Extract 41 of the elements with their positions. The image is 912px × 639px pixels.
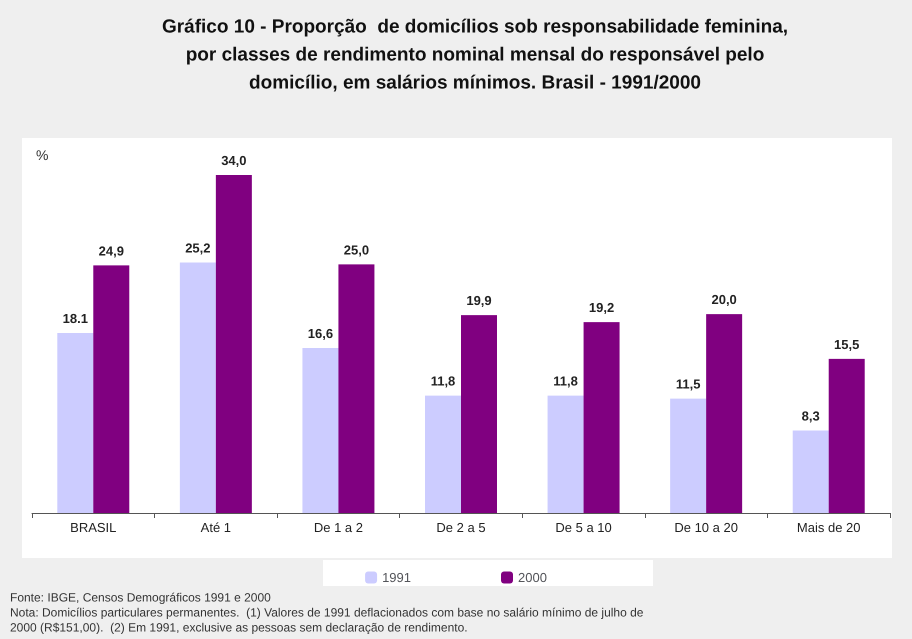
bar: [706, 314, 742, 513]
x-tick-label: Mais de 20: [796, 520, 861, 535]
data-label: 20,0: [711, 292, 737, 308]
data-label: 19,9: [466, 293, 492, 308]
bar: [93, 265, 130, 513]
x-tick-label: De 2 a 5: [436, 520, 486, 535]
bar: [180, 262, 216, 513]
data-label: 11,5: [676, 376, 700, 392]
x-tick-label: Até 1: [200, 520, 232, 535]
data-label: 15,5: [834, 336, 860, 352]
data-label: 16,6: [308, 326, 334, 341]
source-note: Fonte: IBGE, Censos Demográficos 1991 e 2000: [10, 590, 272, 604]
bar: [57, 333, 94, 513]
data-label: 11,8: [553, 374, 578, 389]
bar: [828, 358, 865, 513]
bar: [302, 348, 338, 513]
bar: [461, 315, 497, 513]
legend-label: 2000: [518, 570, 547, 585]
data-label: 8,3: [802, 408, 820, 424]
data-label: 25,0: [344, 242, 370, 258]
data-label: 34,0: [221, 152, 247, 168]
data-label: 19,2: [588, 300, 614, 316]
x-tick-label: De 10 a 20: [674, 520, 738, 535]
data-label: 24,9: [98, 243, 124, 258]
y-axis-title: %: [36, 147, 48, 163]
bar: [584, 322, 620, 513]
data-label: 25,2: [185, 240, 211, 256]
data-label: 11,8: [430, 374, 456, 389]
legend-label: 1991: [382, 570, 411, 585]
data-label: 18.1: [62, 311, 88, 326]
bar: [216, 174, 252, 513]
bar: [425, 396, 461, 513]
chart-title: Gráfico 10 - Proporção de domicílios sob responsabilidade feminina, por classes de rendimento nominal mensal do responsável pelo domicílio, em salários mínimos. Brasil - 1991/2000: [162, 16, 788, 94]
bar: [338, 264, 374, 513]
bar: [548, 396, 584, 513]
x-tick-label: De 5 a 10: [555, 520, 612, 535]
x-tick-label: BRASIL: [70, 520, 116, 535]
text: Nota: Domicílios particulares permanentes. (1) Valores de 1991 deflacionados com base no salário mínimo de julho de 2000 (R$151,00). (2) Em 1991, exclusive as pessoas sem declaração de rendimento.: [10, 606, 644, 634]
bar: [670, 398, 706, 513]
bar: [792, 430, 829, 513]
x-tick-label: De 1 a 2: [314, 520, 364, 535]
